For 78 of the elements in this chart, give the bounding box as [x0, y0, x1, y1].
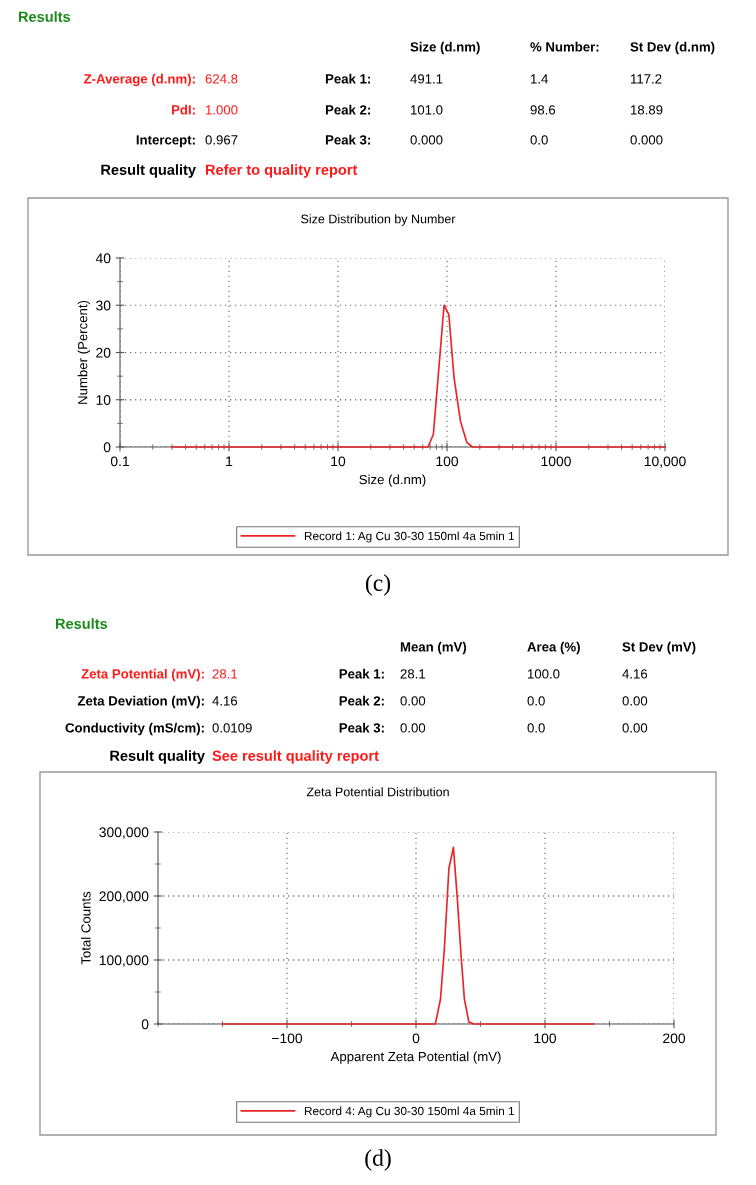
text: 100.0	[528, 669, 560, 679]
text: 0.0109	[212, 723, 252, 733]
x-tick-label: −100	[272, 1033, 303, 1044]
text: 117.2	[631, 74, 662, 84]
text: 4.16	[212, 696, 238, 706]
text: St Dev (mV)	[622, 641, 696, 655]
text: 1.000	[206, 105, 238, 115]
y-tick-label: 10	[96, 395, 111, 405]
text: Results	[18, 11, 71, 22]
text: Intercept:	[136, 135, 195, 148]
x-tick-label: 0.1	[110, 456, 129, 467]
x-tick-label: 100	[436, 456, 459, 467]
text: Peak 1:	[325, 73, 371, 84]
x-tick-label: 10	[331, 456, 346, 467]
y-axis-title: Number (Percent)	[77, 300, 90, 404]
x-tick-label: 1	[226, 456, 233, 467]
text: Peak 3:	[339, 722, 384, 733]
text: Peak 1:	[339, 668, 384, 679]
text: Peak 3:	[325, 134, 371, 145]
text: (c)	[365, 574, 391, 596]
x-tick-label: 100	[534, 1033, 557, 1044]
text: Conductivity (mS/cm):	[65, 722, 204, 736]
x-tick-label: 10,000	[644, 456, 686, 468]
y-tick-label: 200,000	[99, 891, 149, 903]
x-axis-title: Apparent Zeta Potential (mV)	[330, 1051, 501, 1064]
y-tick-label: 100,000	[99, 955, 149, 967]
x-tick-label: 200	[663, 1033, 686, 1044]
text: (d)	[365, 1149, 391, 1171]
text: See result quality report	[212, 750, 379, 764]
text: PdI:	[171, 104, 195, 115]
text: St Dev (d.nm)	[630, 41, 715, 55]
text: Zeta Potential (mV):	[81, 668, 204, 682]
text: 0.967	[205, 135, 238, 145]
text: Refer to quality report	[205, 164, 358, 178]
text: Area (%)	[527, 641, 580, 655]
text: 101.0	[411, 105, 443, 115]
y-tick-label: 0	[141, 1019, 149, 1030]
text: Zeta Deviation (mV):	[77, 695, 204, 709]
text: Z-Average (d.nm):	[84, 73, 195, 87]
text: 28.1	[400, 669, 426, 679]
line-series	[221, 846, 595, 1025]
text: 0.00	[622, 723, 648, 733]
text: Mean (mV)	[400, 641, 467, 655]
y-tick-label: 300,000	[99, 827, 149, 839]
chart-title: Size Distribution by Number	[301, 214, 456, 226]
x-tick-label: 0	[412, 1033, 420, 1044]
text: 0.00	[622, 696, 648, 706]
text: Peak 2:	[339, 695, 384, 706]
text: Size (d.nm)	[410, 41, 480, 55]
text: Result quality	[110, 750, 205, 764]
text: 18.89	[631, 105, 663, 115]
x-axis-title: Size (d.nm)	[359, 474, 426, 487]
text: Result quality	[101, 164, 196, 178]
text: 0.00	[400, 723, 426, 733]
x-tick-label: 1000	[541, 456, 571, 467]
y-tick-label: 0	[103, 442, 111, 453]
text: 4.16	[622, 669, 648, 679]
text: 0.0	[527, 696, 545, 706]
legend-label: Record 1: Ag Cu 30-30 150ml 4a 5min 1	[304, 531, 515, 543]
text: % Number:	[530, 41, 599, 52]
text: 0.0	[530, 135, 548, 145]
text: Peak 2:	[325, 104, 371, 115]
text: 1.4	[531, 74, 548, 84]
text: 0.000	[630, 135, 663, 145]
y-axis-title: Total Counts	[80, 891, 91, 965]
text: 28.1	[212, 669, 238, 679]
text: 491.1	[410, 74, 443, 84]
y-tick-label: 20	[96, 347, 111, 358]
y-tick-label: 40	[95, 253, 111, 264]
text: 0.00	[400, 696, 426, 706]
text: 624.8	[205, 74, 238, 84]
text: 98.6	[530, 105, 556, 115]
text: 0.000	[410, 135, 443, 145]
legend-label: Record 4: Ag Cu 30-30 150ml 4a 5min 1	[304, 1106, 515, 1118]
y-tick-label: 30	[96, 300, 111, 311]
text: 0.0	[527, 723, 545, 733]
chart-title: Zeta Potential Distribution	[306, 787, 449, 797]
text: Results	[55, 618, 108, 629]
